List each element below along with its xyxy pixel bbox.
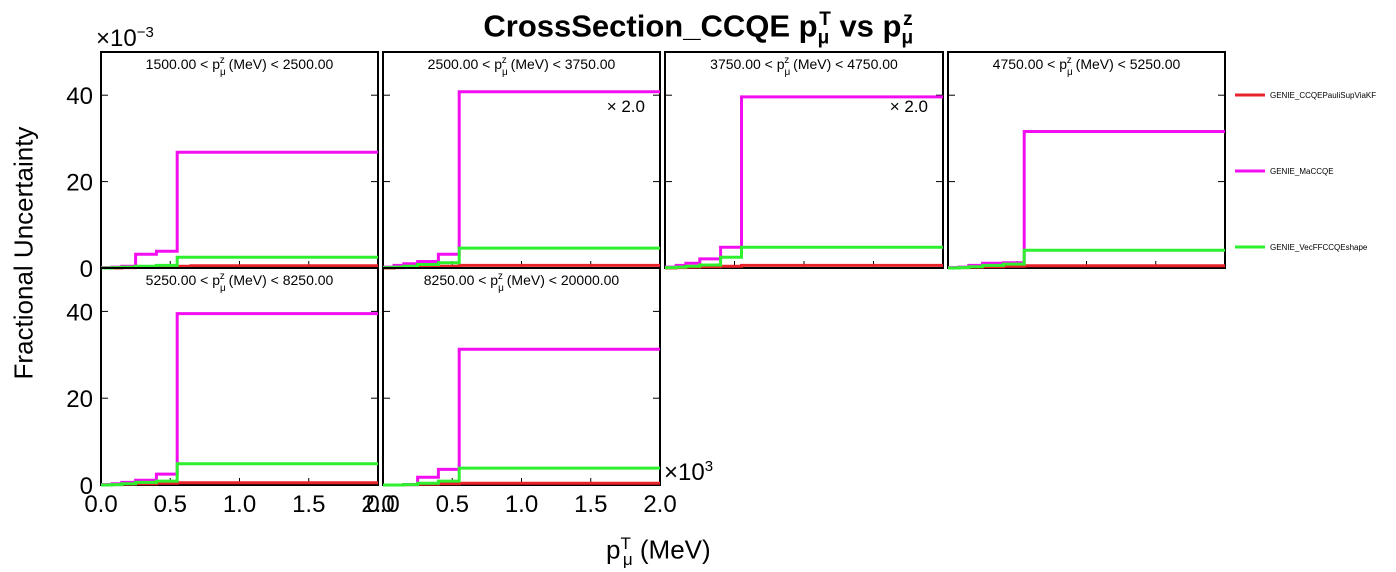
panel-1: 1500.00 < pμz (MeV) < 2500.00 0 20 40 (66, 51, 379, 283)
series-line-GENIE_MaCCQE (101, 312, 378, 487)
series-line-GENIE_VecFFCCQEshape (101, 462, 378, 487)
panel-label: 4750.00 < pμz (MeV) < 5250.00 (993, 55, 1181, 78)
y-tick-label: 20 (66, 386, 93, 413)
y-tick-label: 20 (66, 170, 93, 197)
y-axis-multiplier: ×10−3 (96, 24, 154, 52)
panel-frame (664, 51, 944, 269)
chart-title: CrossSection_CCQE pμT vs pμz (483, 8, 914, 49)
panel-frame (100, 51, 379, 269)
legend-entry: GENIE_MaCCQE (1270, 167, 1334, 176)
series-line-GENIE_MaCCQE (665, 95, 943, 269)
series-line-GENIE_MaCCQE (948, 130, 1225, 270)
panel-4: 4750.00 < pμz (MeV) < 5250.00 (947, 51, 1226, 270)
x-tick-label: 2.0 (643, 491, 676, 518)
series-line-GENIE_MaCCQE (101, 150, 378, 270)
panel-frame (382, 51, 661, 269)
series-line-GENIE_VecFFCCQEshape (948, 248, 1225, 270)
y-tick-label: 0 (80, 256, 93, 283)
x-tick-label: 1.0 (223, 491, 256, 518)
legend-entry: GENIE_CCQEPauliSupViaKF (1270, 91, 1376, 100)
y-tick-label: 40 (66, 299, 93, 326)
panel-2: 2500.00 < pμz (MeV) < 3750.00 × 2.0 (382, 51, 661, 270)
panel-label: 3750.00 < pμz (MeV) < 4750.00 (710, 55, 898, 78)
x-tick-label: 1.5 (574, 491, 607, 518)
panel-label: 5250.00 < pμz (MeV) < 8250.00 (146, 271, 334, 294)
x-tick-label: 1.5 (292, 491, 325, 518)
panel-5: 5250.00 < pμz (MeV) < 8250.00 0 20 40 0.0 0.5… (66, 267, 395, 518)
panel-label: 1500.00 < pμz (MeV) < 2500.00 (146, 55, 334, 78)
legend: GENIE_CCQEPauliSupViaKF GENIE_MaCCQE GENIE… (1235, 91, 1376, 252)
series-line-GENIE_MaCCQE (383, 90, 660, 269)
x-tick-label: 1.0 (505, 491, 538, 518)
legend-entry: GENIE_VecFFCCQEshape (1270, 243, 1368, 252)
panel-frame (382, 267, 661, 486)
y-tick-label: 40 (66, 83, 93, 110)
panel-6: 8250.00 < pμz (MeV) < 20000.00 0.0 0.5 1.0 1… (366, 267, 677, 518)
panel-label: 8250.00 < pμz (MeV) < 20000.00 (424, 271, 620, 294)
series-line-GENIE_VecFFCCQEshape (383, 466, 660, 487)
x-tick-label: 0.0 (84, 491, 117, 518)
panel-3: 3750.00 < pμz (MeV) < 4750.00 × 2.0 (664, 51, 944, 270)
x-axis-label: pTμ (MeV) (606, 534, 711, 569)
panel-frame (100, 267, 379, 486)
x-tick-label: 0.0 (366, 491, 399, 518)
panel-frame (947, 51, 1226, 269)
x-tick-label: 0.5 (154, 491, 187, 518)
series-line-GENIE_MaCCQE (383, 347, 660, 487)
panel-scale-label: × 2.0 (607, 97, 645, 116)
x-tick-label: 0.5 (436, 491, 469, 518)
panel-label: 2500.00 < pμz (MeV) < 3750.00 (428, 55, 616, 78)
x-axis-multiplier: ×103 (664, 458, 714, 486)
x-tick-label: 2.0 (361, 491, 394, 518)
series-line-GENIE_VecFFCCQEshape (665, 245, 943, 270)
y-tick-label: 0 (80, 473, 93, 500)
panel-scale-label: × 2.0 (890, 97, 928, 116)
